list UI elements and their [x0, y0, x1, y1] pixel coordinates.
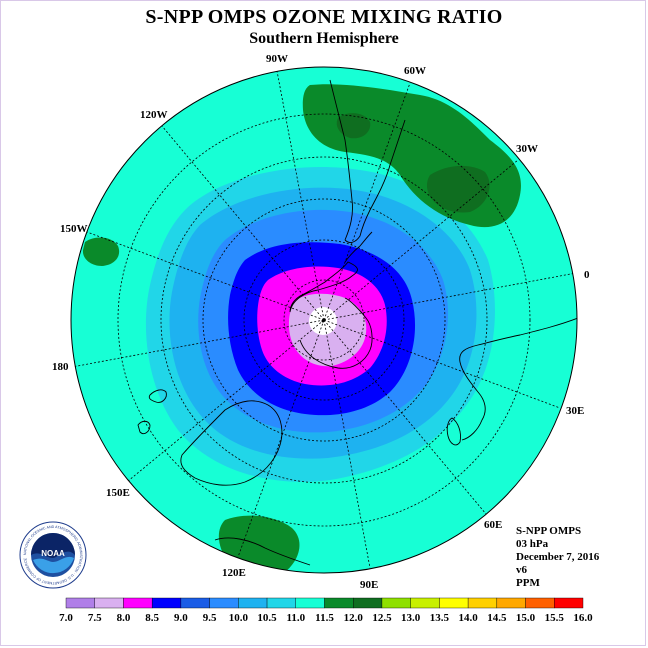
info-date: December 7, 2016 — [516, 551, 600, 563]
noaa-logo-text: NOAA — [41, 549, 65, 558]
noaa-logo: NOAA NATIONAL OCEANIC AND ATMOSPHERIC AD… — [19, 521, 87, 589]
colorbar-tick-label: 14.5 — [487, 612, 507, 624]
colorbar-swatch — [238, 597, 268, 609]
lon-label-0: 0 — [584, 269, 590, 281]
colorbar-tick-label: 10.5 — [257, 612, 277, 624]
colorbar-tick-label: 9.5 — [203, 612, 217, 624]
colorbar-tick-label: 7.0 — [59, 612, 73, 624]
colorbar-swatch — [410, 597, 440, 609]
colorbar-swatch — [381, 597, 411, 609]
colorbar-swatch — [467, 597, 498, 609]
colorbar-tick-label: 11.0 — [286, 612, 305, 624]
info-block: S-NPP OMPS 03 hPa December 7, 2016 v6 PP… — [516, 525, 599, 590]
info-units: PPM — [516, 577, 540, 589]
info-instrument: S-NPP OMPS — [516, 525, 582, 537]
coastline-africa — [459, 317, 577, 441]
colorbar-swatches — [65, 597, 584, 609]
lon-label-30w: 30W — [516, 143, 538, 155]
lon-label-90w: 90W — [266, 53, 288, 65]
colorbar-tick-label: 7.5 — [88, 612, 102, 624]
contour-12.0-a — [336, 113, 371, 139]
latitude-circle — [160, 156, 488, 484]
colorbar-swatch — [439, 597, 469, 609]
colorbar-tick-label: 13.0 — [401, 612, 421, 624]
lon-label-30e: 30E — [566, 405, 584, 417]
colorbar: 7.0 7.5 8.0 8.5 9.0 9.5 10.0 10.5 11.0 11.5 12.0 12… — [59, 597, 593, 624]
map-border — [70, 66, 578, 574]
colorbar-swatch — [266, 597, 296, 609]
lon-label-90e: 90E — [360, 579, 378, 591]
colorbar-swatch — [295, 597, 325, 609]
colorbar-swatch — [324, 597, 354, 609]
colorbar-labels: 7.0 7.5 8.0 8.5 9.0 9.5 10.0 10.5 11.0 11.5 12.0 12… — [59, 612, 593, 624]
colorbar-swatch — [209, 597, 239, 609]
colorbar-swatch — [525, 597, 555, 609]
lon-label-60e: 60E — [484, 519, 502, 531]
meridian-30e — [323, 319, 561, 409]
colorbar-tick-label: 8.0 — [117, 612, 131, 624]
colorbar-tick-label: 12.5 — [372, 612, 392, 624]
colorbar-tick-label: 15.5 — [545, 612, 565, 624]
colorbar-tick-label: 11.5 — [315, 612, 334, 624]
colorbar-tick-label: 14.0 — [458, 612, 478, 624]
coastline-australia — [180, 400, 283, 486]
colorbar-swatch — [65, 597, 95, 609]
coastline-antarctic-peninsula — [344, 231, 373, 263]
colorbar-tick-label: 8.5 — [145, 612, 159, 624]
lon-label-120w: 120W — [140, 109, 168, 121]
page-title: S-NPP OMPS OZONE MIXING RATIO — [145, 6, 503, 28]
info-level: 03 hPa — [516, 538, 549, 550]
meridian-30w — [323, 159, 519, 321]
colorbar-swatch — [123, 597, 153, 609]
contour-11.5-pacific — [82, 237, 120, 266]
coastline-new-zealand — [137, 389, 167, 435]
info-version: v6 — [516, 564, 527, 576]
colorbar-tick-label: 10.0 — [229, 612, 249, 624]
colorbar-swatch — [180, 597, 210, 609]
lon-label-150w: 150W — [60, 223, 88, 235]
lon-label-150e: 150E — [106, 487, 130, 499]
lon-label-180: 180 — [52, 361, 69, 373]
coastline-madagascar — [446, 417, 461, 446]
meridian-180 — [71, 319, 325, 368]
coastline-antarctica — [289, 261, 373, 369]
colorbar-swatch — [353, 597, 383, 609]
latitude-circle — [283, 279, 365, 361]
latitude-circle — [117, 113, 531, 527]
colorbar-swatch — [496, 597, 526, 609]
meridian-0 — [323, 272, 577, 321]
colorbar-tick-label: 15.0 — [516, 612, 536, 624]
south-pole-marker — [321, 319, 325, 323]
page-subtitle: Southern Hemisphere — [249, 30, 399, 47]
coastline-south-america — [329, 79, 406, 243]
latitude-circle — [243, 239, 405, 401]
lon-label-120e: 120E — [222, 567, 246, 579]
colorbar-tick-label: 12.0 — [344, 612, 364, 624]
colorbar-tick-label: 16.0 — [573, 612, 593, 624]
contour-12.0-b — [426, 165, 490, 213]
colorbar-swatch — [151, 597, 182, 609]
colorbar-tick-label: 9.0 — [174, 612, 188, 624]
colorbar-swatch — [554, 597, 584, 609]
colorbar-tick-label: 13.5 — [430, 612, 450, 624]
latitude-circle — [202, 198, 446, 442]
lon-label-60w: 60W — [404, 65, 426, 77]
colorbar-swatch — [94, 597, 124, 609]
